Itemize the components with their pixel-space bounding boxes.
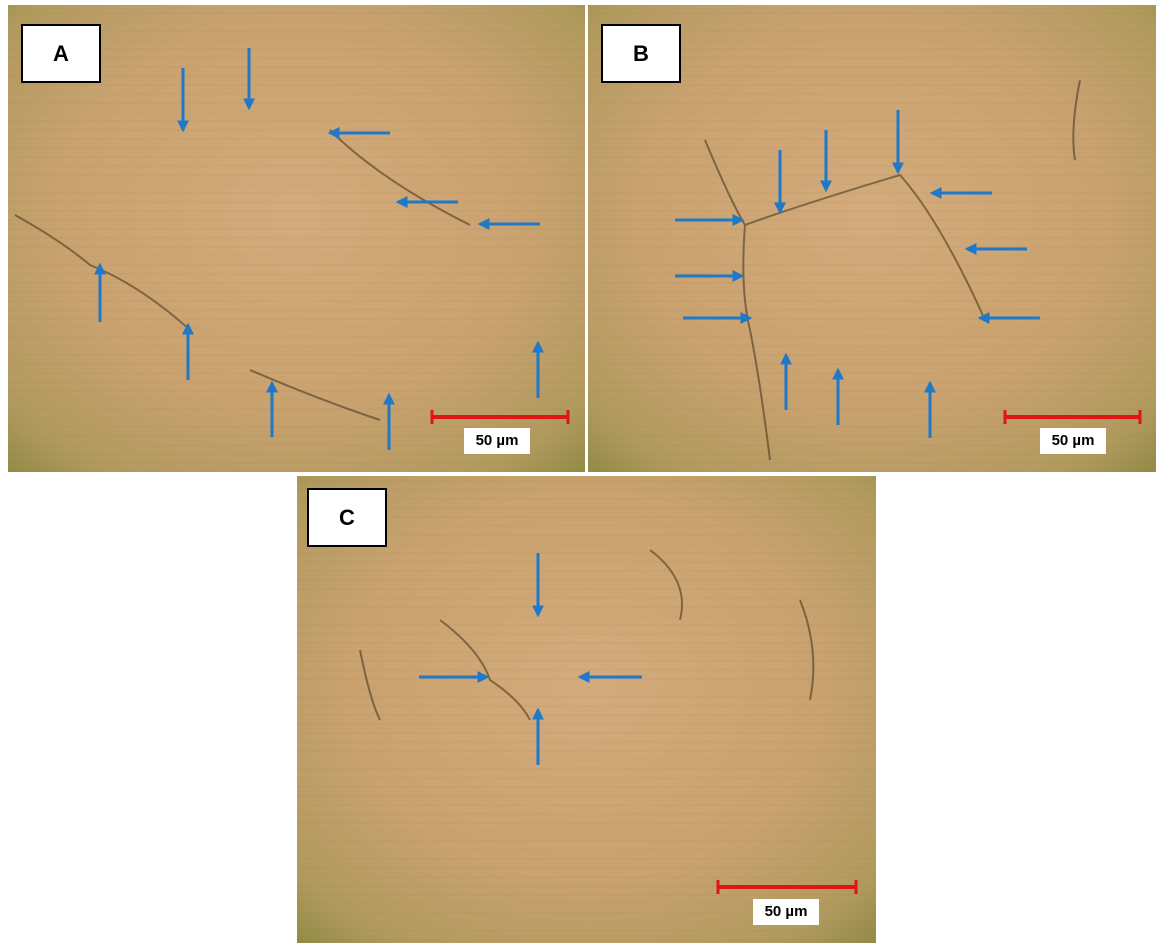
scale-bar-label: 50 µm [765,903,808,920]
scale-bar-label: 50 µm [1052,432,1095,449]
panel-label: B [633,41,649,66]
panel-label: C [339,505,355,530]
figure: A 50 µm B 50 µm C 50 µm [0,0,1156,943]
panel-label: A [53,41,69,66]
page: A50 µmB50 µmC50 µm (() => { const data =… [0,0,1156,943]
scale-bar-label: 50 µm [476,432,519,449]
